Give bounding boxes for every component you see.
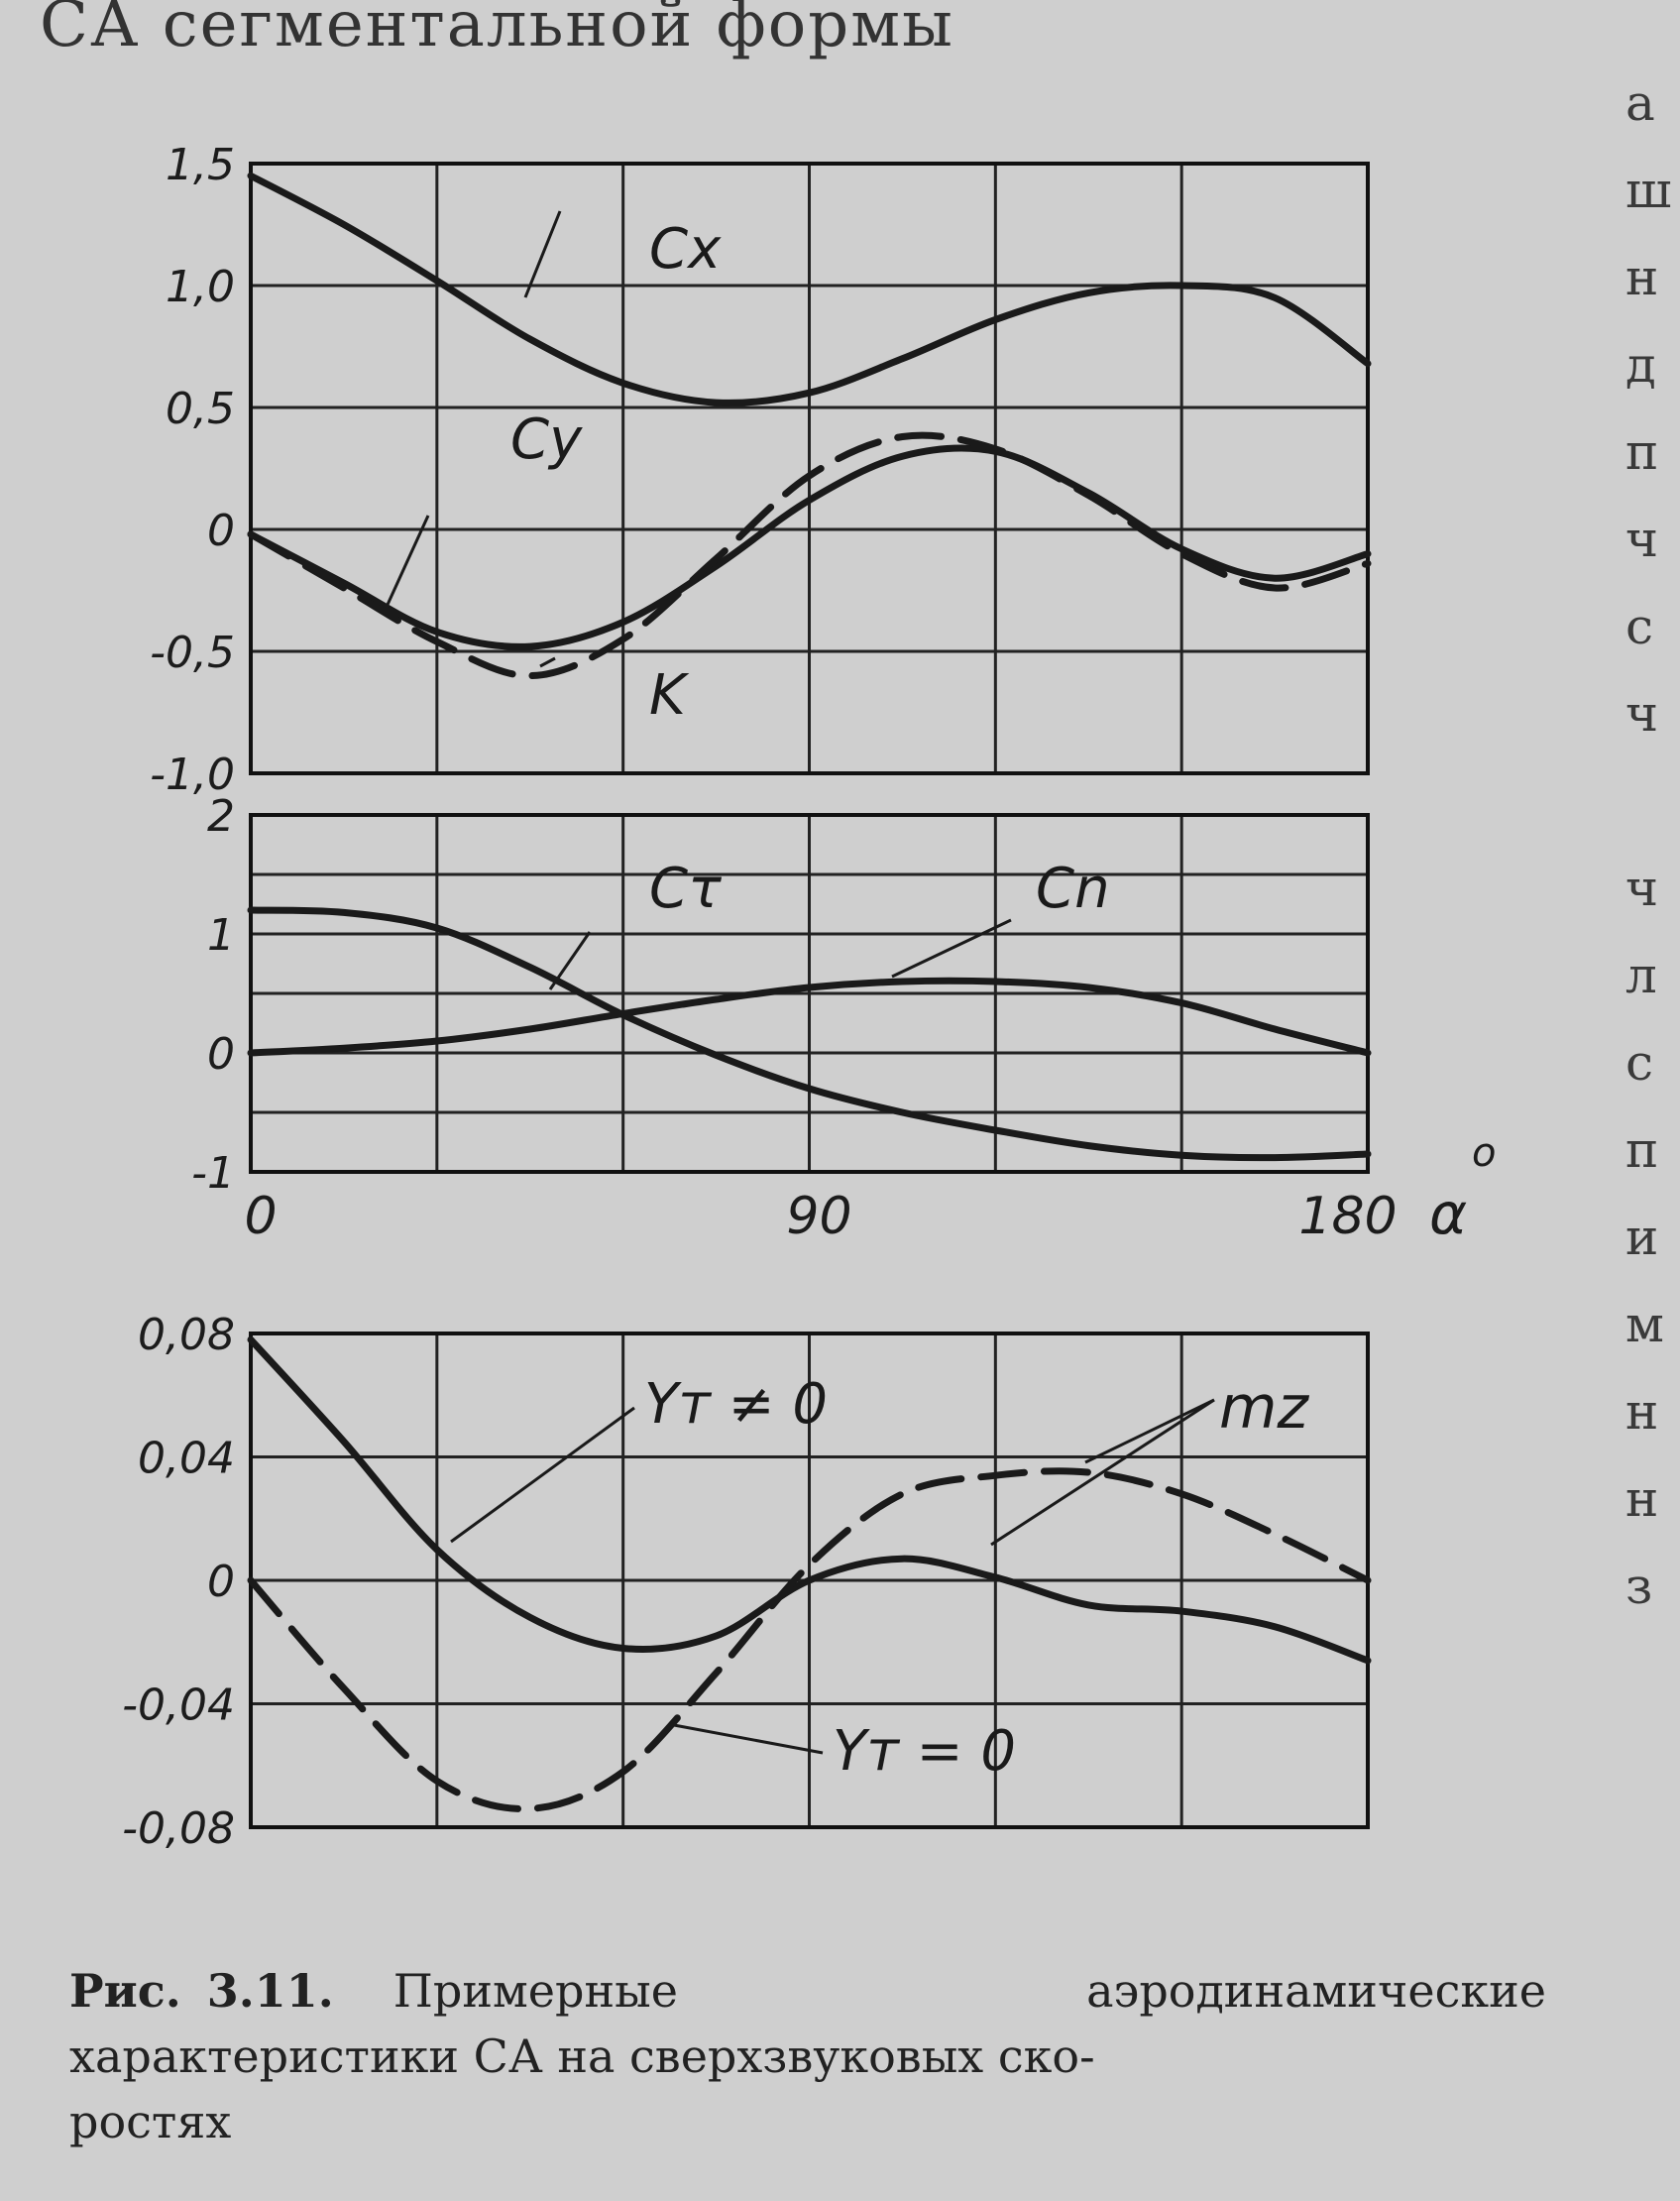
series-label: Cx bbox=[649, 217, 722, 282]
x-axis-label: α bbox=[1429, 1180, 1467, 1247]
panel-bottom: 0,08 0,04 0 -0,04 -0,08 Yт ≠ 0 Yт = 0 mz bbox=[122, 1310, 1372, 1854]
right-fragment: а bbox=[1625, 74, 1655, 132]
right-fragment: з bbox=[1625, 1558, 1653, 1615]
y-tick-label: 1,0 bbox=[166, 262, 235, 312]
series-leader-line bbox=[523, 210, 562, 298]
right-fragment: ч bbox=[1625, 685, 1659, 743]
right-fragment: м bbox=[1625, 1296, 1664, 1353]
y-tick-label: 0 bbox=[207, 506, 235, 556]
right-fragment: и bbox=[1625, 1209, 1659, 1266]
y-tick-label: 0 bbox=[207, 1557, 235, 1607]
series-leader-line bbox=[1084, 1398, 1215, 1464]
series-label: Cτ bbox=[649, 857, 722, 921]
series-label: Cy bbox=[510, 407, 583, 472]
x-tick-label: 90 bbox=[786, 1187, 851, 1246]
right-fragment: ч bbox=[1625, 511, 1659, 568]
caption-text: Примерные аэродинамические характеристик… bbox=[69, 1964, 1546, 2083]
series-leader-line bbox=[539, 656, 556, 668]
caption-number: 3.11. bbox=[206, 1964, 334, 2018]
series-label: K bbox=[649, 663, 690, 728]
series-line bbox=[247, 1467, 1372, 1812]
right-fragment: п bbox=[1625, 1121, 1659, 1179]
right-fragment: н bbox=[1625, 249, 1659, 306]
right-fragment: л bbox=[1625, 947, 1657, 1004]
series-line bbox=[247, 906, 1372, 1162]
y-tick-label: 2 bbox=[207, 791, 235, 842]
caption-label: Рис. bbox=[69, 1964, 181, 2018]
series-leader-line bbox=[673, 1723, 824, 1755]
right-fragment: с bbox=[1625, 598, 1654, 655]
series-line bbox=[247, 977, 1372, 1057]
series-leader-line bbox=[990, 1398, 1215, 1547]
y-tick-label: -0,04 bbox=[122, 1680, 235, 1731]
y-tick-label: 0,08 bbox=[138, 1310, 235, 1360]
series-line bbox=[247, 431, 1372, 680]
right-fragment: ш bbox=[1625, 162, 1672, 219]
series-label: Yт ≠ 0 bbox=[644, 1372, 828, 1437]
plot-frame bbox=[249, 162, 1370, 775]
figure-caption: Рис. 3.11. Примерные аэродинамические хара… bbox=[69, 1958, 1546, 2154]
right-fragment: ч bbox=[1625, 860, 1659, 917]
series-leader-line bbox=[548, 931, 592, 990]
top-text-fragment: СА сегментальной формы bbox=[40, 0, 954, 61]
y-tick-label: 1,5 bbox=[166, 140, 235, 190]
series-label: Yт = 0 bbox=[833, 1719, 1016, 1784]
series-label: Cn bbox=[1036, 857, 1110, 921]
x-tick-label: 180 bbox=[1298, 1187, 1397, 1246]
x-tick-label: 0 bbox=[244, 1187, 277, 1246]
right-fragment: д bbox=[1625, 336, 1656, 394]
series-line bbox=[247, 444, 1372, 650]
series-line bbox=[247, 172, 1372, 406]
y-tick-label: 0,5 bbox=[166, 384, 235, 434]
series-group-label: mz bbox=[1219, 1373, 1309, 1443]
y-tick-label: 0 bbox=[207, 1029, 235, 1080]
right-fragment: п bbox=[1625, 423, 1659, 481]
right-fragment: н bbox=[1625, 1383, 1659, 1441]
x-axis-unit: o bbox=[1472, 1130, 1496, 1176]
right-fragment: с bbox=[1625, 1034, 1654, 1092]
series-leader-line bbox=[450, 1406, 635, 1544]
y-tick-label: -1 bbox=[191, 1148, 235, 1199]
y-tick-label: 1 bbox=[207, 910, 235, 961]
y-tick-label: 0,04 bbox=[138, 1434, 235, 1484]
y-tick-label: -1,0 bbox=[150, 750, 235, 800]
y-tick-label: -0,5 bbox=[150, 628, 235, 678]
caption-text-end: ростях bbox=[69, 2095, 232, 2148]
series-leader-line bbox=[385, 515, 430, 608]
right-fragment: н bbox=[1625, 1470, 1659, 1528]
plot-frame bbox=[249, 813, 1370, 1174]
y-tick-label: -0,08 bbox=[122, 1803, 235, 1854]
series-leader-line bbox=[891, 918, 1012, 979]
panel-top: 1,5 1,0 0,5 0 -0,5 -1,0 Cx Cy K bbox=[150, 140, 1372, 800]
